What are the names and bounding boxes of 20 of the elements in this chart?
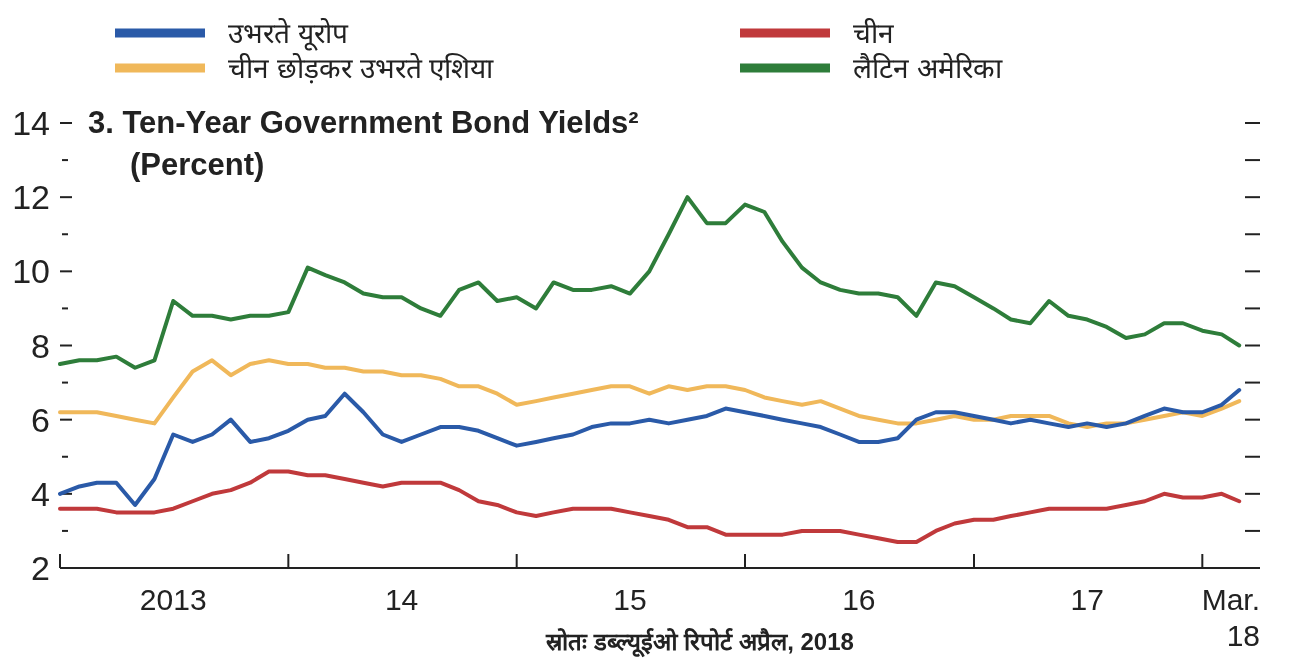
y-tick-label: 8 xyxy=(31,326,50,365)
x-tick-label: 2013 xyxy=(139,583,207,616)
y-tick-label: 12 xyxy=(12,178,50,217)
x-tick-label: 15 xyxy=(613,583,647,616)
x-tick-label: 14 xyxy=(384,583,419,616)
x-tick-label: Mar. 18 xyxy=(1201,583,1260,652)
x-tick-label: 17 xyxy=(1070,583,1104,616)
legend-label: उभरते यूरोप xyxy=(228,17,349,51)
chart-title: 3. Ten-Year Government Bond Yields² xyxy=(88,105,639,140)
x-tick-label: 16 xyxy=(842,583,876,616)
y-tick-label: 4 xyxy=(31,474,50,513)
legend-label: लैटिन अमेरिका xyxy=(853,52,1003,84)
text: (Percent) xyxy=(130,147,265,182)
y-tick-label: 14 xyxy=(12,104,50,142)
legend-label: चीन छोड़कर उभरते एशिया xyxy=(228,52,495,84)
legend-label: चीन xyxy=(853,17,894,49)
y-tick-label: 10 xyxy=(12,252,50,291)
y-tick-label: 2 xyxy=(31,549,50,587)
text: स्रोतः डब्ल्यूईओ रिपोर्ट अप्रैल, 2018 xyxy=(545,628,854,658)
y-tick-label: 6 xyxy=(31,400,50,439)
